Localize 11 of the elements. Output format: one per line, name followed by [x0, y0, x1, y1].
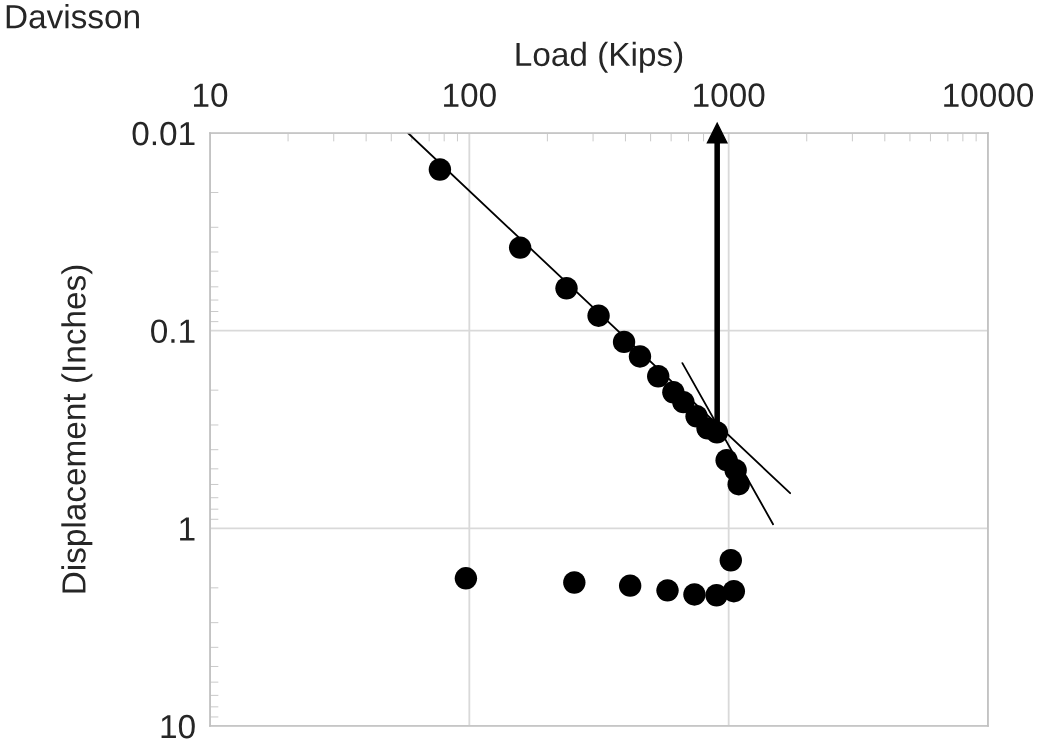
- x-axis-title: Load (Kips): [516, 41, 683, 73]
- x-tick-label: 10: [194, 83, 228, 107]
- y-tick-label: 10: [161, 714, 195, 739]
- y-tick-label: 0.1: [151, 319, 195, 344]
- chart-title: Davisson: [6, 4, 139, 29]
- x-tick-label: 100: [444, 83, 496, 107]
- y-axis-title: Displacement (Inches): [61, 265, 93, 593]
- x-tick-label: 10000: [944, 83, 1034, 107]
- y-tick-label: 0.01: [132, 121, 195, 146]
- x-tick-label: 1000: [694, 83, 765, 107]
- y-tick-label: 1: [180, 517, 195, 541]
